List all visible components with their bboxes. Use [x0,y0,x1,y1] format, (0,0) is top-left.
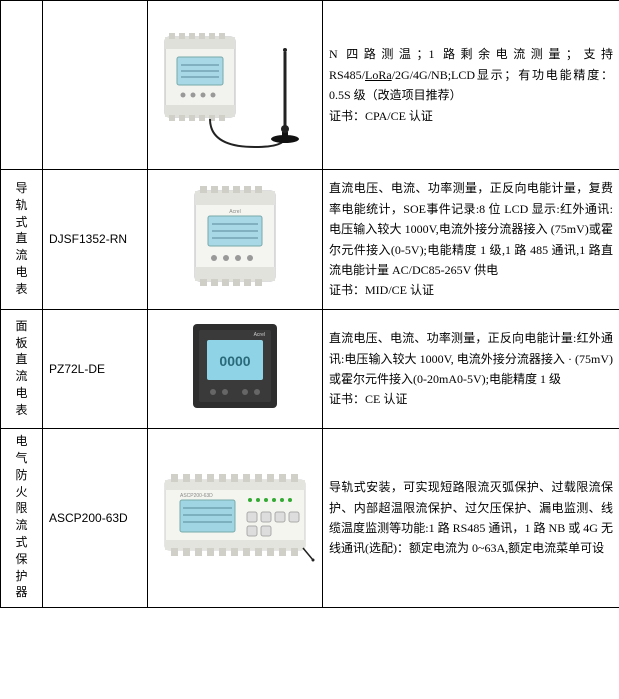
cell-desc: 直流电压、电流、功率测量，正反向电能计量:红外通讯:电压输入较大 1000V, … [323,309,619,428]
cell-model: DJSF1352-RN [43,170,148,309]
cell-category: 导轨式直流电表 [1,170,43,309]
table-row: 电气防火限流式保护器 ASCP200-63D [1,429,619,608]
category-label: 面板直流电表 [16,318,28,419]
cell-category: 电气防火限流式保护器 [1,429,43,608]
table-body: N 四路测温；1 路剩余电流测量；支持RS485/LoRa/2G/4G/NB;L… [1,1,619,608]
category-label: 导轨式直流电表 [16,180,28,298]
svg-text:0000: 0000 [219,353,250,369]
cell-model: PZ72L-DE [43,309,148,428]
product-image-din-dc: Acrel [180,176,290,296]
table-row: N 四路测温；1 路剩余电流测量；支持RS485/LoRa/2G/4G/NB;L… [1,1,619,170]
svg-text:Acrel: Acrel [254,332,265,338]
product-image-din-antenna [155,7,315,157]
table-row: 导轨式直流电表 DJSF1352-RN [1,170,619,309]
cell-model [43,1,148,170]
cell-desc: N 四路测温；1 路剩余电流测量；支持RS485/LoRa/2G/4G/NB;L… [323,1,619,170]
cell-image: 0000 Acrel [148,309,323,428]
cell-category [1,1,43,170]
product-table: N 四路测温；1 路剩余电流测量；支持RS485/LoRa/2G/4G/NB;L… [0,0,619,608]
product-image-panel: 0000 Acrel [185,316,285,416]
cell-desc: 直流电压、电流、功率测量，正反向电能计量，复费率电能统计，SOE事件记录:8 位… [323,170,619,309]
category-label: 电气防火限流式保护器 [16,433,28,601]
svg-text:Acrel: Acrel [229,209,240,215]
cell-image [148,1,323,170]
cell-image: ASCP200-63D [148,429,323,608]
cell-image: Acrel [148,170,323,309]
product-image-protector: ASCP200-63D [155,460,315,570]
table-row: 面板直流电表 PZ72L-DE 0000 Acrel 直流电压、电流、功率测量，… [1,309,619,428]
cell-desc: 导轨式安装，可实现短路限流灭弧保护、过载限流保护、内部超温限流保护、过欠压保护、… [323,429,619,608]
cell-model: ASCP200-63D [43,429,148,608]
svg-text:ASCP200-63D: ASCP200-63D [180,493,213,499]
cell-category: 面板直流电表 [1,309,43,428]
